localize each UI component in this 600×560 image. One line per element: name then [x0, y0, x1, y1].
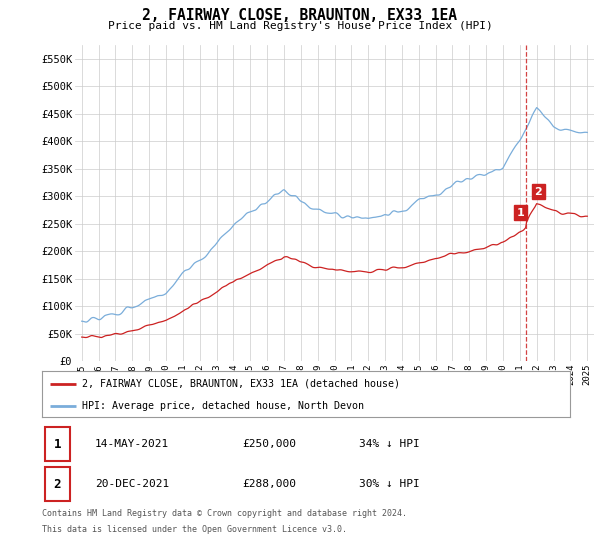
Text: Contains HM Land Registry data © Crown copyright and database right 2024.: Contains HM Land Registry data © Crown c… [42, 509, 407, 518]
Text: 20-DEC-2021: 20-DEC-2021 [95, 479, 169, 489]
Text: 2, FAIRWAY CLOSE, BRAUNTON, EX33 1EA: 2, FAIRWAY CLOSE, BRAUNTON, EX33 1EA [143, 8, 458, 24]
Text: 1: 1 [53, 437, 61, 451]
Text: 14-MAY-2021: 14-MAY-2021 [95, 439, 169, 449]
Text: This data is licensed under the Open Government Licence v3.0.: This data is licensed under the Open Gov… [42, 525, 347, 534]
Text: 1: 1 [517, 208, 524, 218]
FancyBboxPatch shape [44, 427, 70, 461]
Text: 2, FAIRWAY CLOSE, BRAUNTON, EX33 1EA (detached house): 2, FAIRWAY CLOSE, BRAUNTON, EX33 1EA (de… [82, 379, 400, 389]
Text: 2: 2 [535, 186, 542, 197]
Text: £250,000: £250,000 [242, 439, 296, 449]
Text: £288,000: £288,000 [242, 479, 296, 489]
Text: 2: 2 [53, 478, 61, 491]
Text: 34% ↓ HPI: 34% ↓ HPI [359, 439, 419, 449]
Text: Price paid vs. HM Land Registry's House Price Index (HPI): Price paid vs. HM Land Registry's House … [107, 21, 493, 31]
Text: 30% ↓ HPI: 30% ↓ HPI [359, 479, 419, 489]
Text: HPI: Average price, detached house, North Devon: HPI: Average price, detached house, Nort… [82, 401, 364, 410]
FancyBboxPatch shape [44, 468, 70, 501]
